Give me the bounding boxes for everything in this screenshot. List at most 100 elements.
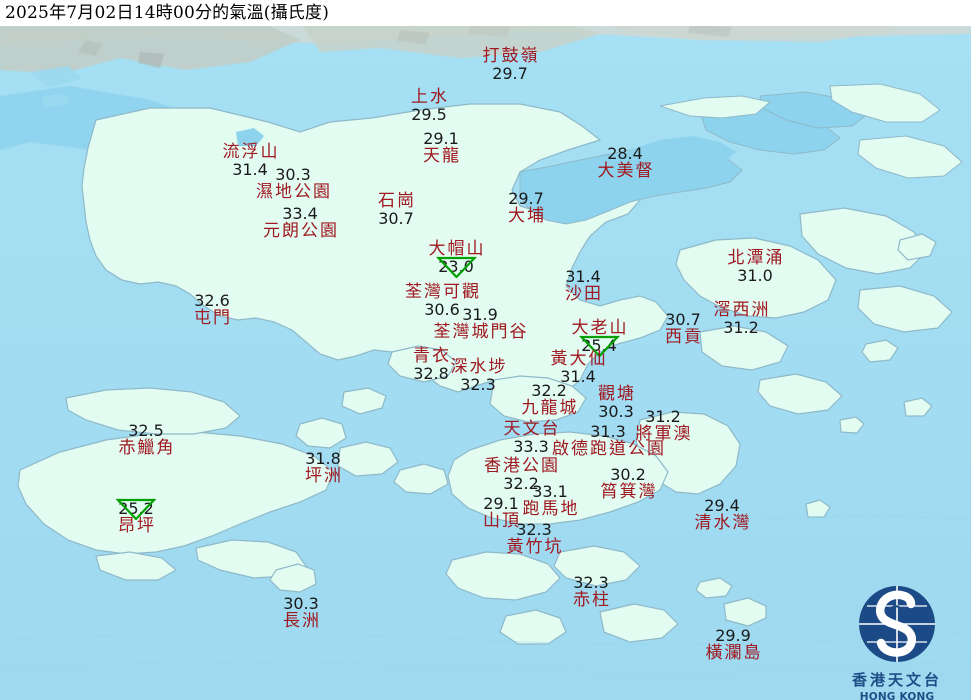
station-marker: 32.5 赤鱲角 (117, 422, 176, 457)
station-name: 打鼓嶺 (482, 46, 540, 66)
land-layer (17, 83, 963, 645)
station-name: 上水 (411, 87, 449, 107)
station-marker: 29.1 天龍 (421, 130, 461, 165)
page-title: 2025年7月02日14時00分的氣溫(攝氏度) (5, 3, 330, 23)
station-marker: 31.8 坪洲 (303, 450, 343, 485)
station-name: 黃大仙 (550, 349, 608, 369)
station-temperature: 31.4 (232, 160, 268, 179)
station-temperature: 30.7 (378, 209, 414, 228)
station-temperature: 32.5 (128, 421, 164, 440)
station-marker: 流浮山 31.4 (221, 143, 280, 178)
station-name: 北潭涌 (727, 248, 785, 268)
station-temperature: 29.7 (492, 64, 528, 83)
station-temperature: 30.3 (283, 594, 319, 613)
station-name: 橫瀾島 (705, 643, 763, 663)
station-marker: 31.9 荃灣城門谷 (432, 306, 529, 341)
station-name: 山頂 (483, 511, 521, 531)
station-marker: 大帽山 23.0 (427, 239, 486, 278)
station-name: 大帽山 (428, 239, 486, 259)
station-temperature: 31.3 (590, 422, 626, 441)
station-temperature: 33.4 (282, 204, 318, 223)
hko-logo-english: HONG KONG OBSERVATORY (859, 691, 935, 700)
station-name: 天龍 (423, 146, 461, 166)
sai-kung-east (799, 207, 927, 275)
cheung-chau-island (269, 563, 317, 593)
station-marker: 30.3 長洲 (281, 595, 321, 630)
station-name: 西貢 (665, 327, 703, 347)
station-temperature: 33.3 (513, 437, 549, 456)
station-temperature: 30.3 (598, 402, 634, 421)
station-marker: 石崗 30.7 (376, 192, 416, 227)
station-temperature: 30.7 (665, 310, 701, 329)
station-temperature: 32.2 (531, 381, 567, 400)
station-name: 元朗公園 (263, 221, 339, 241)
station-temperature: 31.2 (723, 318, 759, 337)
kowloon-peninsula (489, 375, 587, 423)
station-marker: 30.2 筲箕灣 (599, 466, 658, 501)
station-marker: 天文台 33.3 (502, 420, 561, 455)
station-name: 深水埗 (450, 357, 508, 377)
hong-kong-island (447, 431, 669, 525)
sea-texture (0, 515, 971, 673)
station-marker: 香港公園 32.2 (482, 457, 560, 492)
station-name: 啟德跑道公園 (552, 439, 666, 459)
station-name: 觀塘 (598, 384, 636, 404)
hko-emblem-icon (859, 586, 935, 662)
chek-lap-kok-island (65, 387, 241, 435)
station-marker: 32.3 赤柱 (571, 574, 611, 609)
station-temperature: 29.9 (715, 626, 751, 645)
station-name: 香港公園 (484, 456, 560, 476)
tsing-yi-island (387, 345, 457, 383)
station-marker: 29.4 清水灣 (693, 497, 752, 532)
station-temperature: 23.0 (438, 257, 474, 276)
station-name: 將軍澳 (635, 424, 693, 444)
station-marker: 29.9 橫瀾島 (704, 627, 763, 662)
station-temperature: 29.5 (411, 105, 447, 124)
station-temperature: 32.3 (460, 375, 496, 394)
station-temperature: 31.4 (565, 267, 601, 286)
station-marker: 荃灣可觀 30.6 (403, 283, 481, 318)
station-name: 筲箕灣 (600, 482, 658, 502)
station-name: 赤鱲角 (118, 438, 176, 458)
station-marker: 29.1 山頂 (481, 495, 521, 530)
station-temperature: 33.1 (532, 482, 568, 501)
station-name: 濕地公園 (256, 182, 332, 202)
station-marker: 32.2 九龍城 (520, 382, 579, 417)
station-name: 跑馬地 (522, 499, 580, 519)
station-name: 昂坪 (118, 516, 156, 536)
station-name: 大美督 (597, 161, 655, 181)
station-marker: 29.7 大埔 (506, 190, 546, 225)
station-temperature: 31.2 (645, 407, 681, 426)
station-temperature: 32.3 (573, 573, 609, 592)
station-name: 坪洲 (305, 466, 343, 486)
hko-logo-chinese: 香港天文台 (851, 671, 942, 689)
station-name: 滘西洲 (713, 300, 771, 320)
station-marker: 31.2 將軍澳 (634, 408, 693, 443)
station-marker: 32.3 黃竹坑 (505, 521, 564, 556)
station-temperature: 29.4 (704, 496, 740, 515)
station-name: 流浮山 (222, 142, 280, 162)
station-temperature: 29.7 (508, 189, 544, 208)
station-marker: 上水 29.5 (409, 88, 449, 123)
station-marker: 黃大仙 31.4 (549, 350, 608, 385)
station-marker: 30.3 濕地公園 (254, 166, 332, 201)
station-name: 九龍城 (521, 398, 579, 418)
station-marker: 深水埗 32.3 (449, 358, 508, 393)
station-name: 黃竹坑 (506, 537, 564, 557)
station-temperature: 30.3 (275, 165, 311, 184)
station-marker: 北潭涌 31.0 (726, 249, 785, 284)
station-temperature: 31.9 (462, 305, 498, 324)
station-marker: 33.4 元朗公園 (261, 205, 339, 240)
station-name: 清水灣 (694, 513, 752, 533)
station-temperature: 30.6 (424, 300, 460, 319)
station-name: 石崗 (378, 191, 416, 211)
station-temperature: 32.2 (503, 474, 539, 493)
station-temperature: 25.2 (118, 499, 154, 518)
map-title-bar: 2025年7月02日14時00分的氣溫(攝氏度) (0, 0, 971, 26)
station-name: 赤柱 (573, 590, 611, 610)
station-marker: 33.1 跑馬地 (521, 483, 580, 518)
station-temperature: 31.8 (305, 449, 341, 468)
station-temperature: 29.1 (423, 129, 459, 148)
station-name: 屯門 (194, 308, 232, 328)
